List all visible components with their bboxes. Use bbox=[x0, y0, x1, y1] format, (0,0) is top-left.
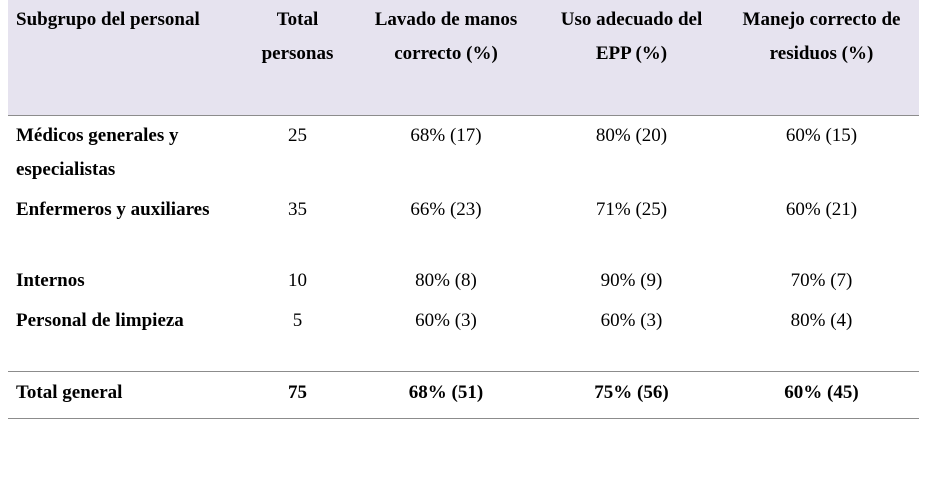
cell-waste-handling: 70% (7) bbox=[790, 269, 853, 291]
header-subgroup: Subgrupo del personal bbox=[8, 0, 242, 116]
cell-total-people: 35 bbox=[288, 198, 307, 220]
cell-handwashing: 60% (3) bbox=[415, 309, 477, 331]
cell-handwashing: 66% (23) bbox=[410, 198, 482, 220]
cell-ppe-use: 90% (9) bbox=[600, 269, 663, 291]
total-waste-handling: 60% (45) bbox=[724, 371, 919, 419]
table-row: Médicos generales y especialistas 25 68%… bbox=[8, 115, 919, 190]
cell-waste-handling: 80% (4) bbox=[790, 309, 853, 331]
cell-waste-handling: 60% (21) bbox=[785, 198, 858, 220]
table-row: Enfermeros y auxiliares 35 66% (23) 71% … bbox=[8, 190, 919, 261]
results-table: Subgrupo del personal Total personas Lav… bbox=[8, 0, 919, 419]
table-header: Subgrupo del personal Total personas Lav… bbox=[8, 0, 919, 116]
cell-ppe-use: 60% (3) bbox=[600, 309, 663, 331]
total-handwashing: 68% (51) bbox=[353, 371, 539, 419]
cell-ppe-use: 71% (25) bbox=[595, 198, 668, 220]
cell-total-people: 5 bbox=[292, 309, 303, 331]
header-ppe-use: Uso adecuado del EPP (%) bbox=[539, 0, 724, 116]
total-row: Total general 75 68% (51) 75% (56) 60% (… bbox=[8, 371, 919, 419]
cell-handwashing: 68% (17) bbox=[410, 124, 482, 146]
cell-ppe-use: 80% (20) bbox=[595, 124, 668, 146]
table-row: Personal de limpieza 5 60% (3) 60% (3) 8… bbox=[8, 301, 919, 372]
row-label: Internos bbox=[16, 269, 85, 291]
header-handwashing: Lavado de manos correcto (%) bbox=[353, 0, 539, 116]
row-label: Médicos generales y especialistas bbox=[16, 124, 179, 180]
table-body: Médicos generales y especialistas 25 68%… bbox=[8, 115, 919, 419]
cell-total-people: 25 bbox=[288, 124, 307, 146]
total-people: 75 bbox=[242, 371, 353, 419]
total-ppe-use: 75% (56) bbox=[539, 371, 724, 419]
row-label: Enfermeros y auxiliares bbox=[16, 198, 210, 220]
cell-total-people: 10 bbox=[288, 269, 307, 291]
header-waste-handling: Manejo correcto de residuos (%) bbox=[724, 0, 919, 116]
cell-handwashing: 80% (8) bbox=[415, 269, 477, 291]
table-row: Internos 10 80% (8) 90% (9) 70% (7) bbox=[8, 261, 919, 301]
row-label: Personal de limpieza bbox=[16, 309, 184, 331]
cell-waste-handling: 60% (15) bbox=[785, 124, 858, 146]
header-total-people: Total personas bbox=[242, 0, 353, 116]
header-row: Subgrupo del personal Total personas Lav… bbox=[8, 0, 919, 116]
total-label: Total general bbox=[8, 371, 242, 419]
